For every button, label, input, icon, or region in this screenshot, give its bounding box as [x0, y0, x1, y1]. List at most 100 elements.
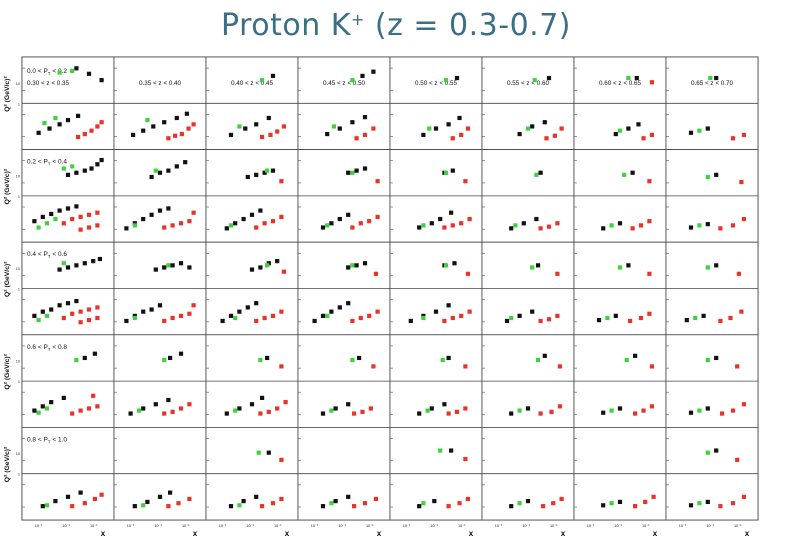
point-black [613, 131, 618, 137]
point-red [95, 305, 100, 310]
point-red [741, 494, 747, 499]
point-red [70, 311, 75, 316]
point-red [275, 406, 280, 411]
panel-r1-c7 [665, 149, 759, 243]
point-red [78, 309, 83, 314]
point-red [375, 214, 380, 220]
point-black [53, 498, 58, 504]
point-red [544, 136, 549, 141]
point-black [141, 309, 146, 314]
x-tick-label: 10⁻¹ [219, 524, 227, 528]
point-black [438, 216, 443, 222]
point-black [312, 318, 317, 324]
point-black [617, 499, 623, 505]
point-black [504, 318, 510, 324]
x-tick-label: 10⁻¹ [246, 524, 254, 528]
point-green [256, 450, 261, 455]
point-red [275, 129, 280, 134]
point-red [459, 313, 464, 318]
panel-r1-c5 [481, 149, 575, 243]
point-black [417, 504, 422, 509]
point-black [254, 301, 259, 306]
point-red [358, 221, 363, 226]
point-red [442, 225, 447, 230]
point-red [719, 411, 725, 416]
point-red [358, 315, 363, 321]
point-green [325, 223, 330, 228]
x-tick-label: 10⁻¹ [366, 524, 374, 528]
point-red [730, 501, 736, 506]
point-black [92, 351, 97, 356]
point-red [270, 313, 276, 318]
point-black [82, 355, 87, 361]
point-black [40, 404, 45, 409]
y-axis-title: Q² (GeV/c)² [4, 76, 11, 112]
point-red [178, 313, 184, 318]
point-red [254, 318, 259, 324]
point-green [350, 78, 355, 83]
point-red [649, 80, 655, 85]
point-red [641, 136, 646, 141]
point-red [99, 120, 104, 125]
pt-bin-label: 0.4 < PT < 0.6 [27, 251, 67, 259]
point-black [74, 66, 79, 71]
point-green [162, 357, 167, 363]
point-black [262, 170, 267, 175]
point-black [452, 261, 457, 266]
point-black [174, 115, 179, 121]
point-black [157, 303, 163, 308]
point-green [233, 408, 238, 413]
point-black [259, 395, 265, 401]
point-green [535, 357, 541, 363]
z-bin-label: 0.50 < z < 0.55 [415, 80, 458, 87]
x-tick-label: 10⁻¹ [679, 524, 687, 528]
point-black [141, 216, 146, 222]
panel-r4-c6 [573, 426, 667, 521]
point-black [183, 160, 188, 165]
point-red [454, 409, 460, 414]
panel-r4-c1 [113, 426, 207, 521]
point-red [463, 364, 468, 369]
panel-r1-c2 [205, 149, 299, 243]
point-red [651, 494, 656, 499]
panel-r1-c0: 0.2 < PT < 0.4 [21, 149, 115, 243]
point-black [320, 411, 326, 416]
x-tick-label: 10⁻¹ [430, 524, 438, 528]
point-green [265, 168, 270, 173]
point-black [49, 400, 54, 405]
point-green [53, 216, 58, 222]
point-black [228, 504, 234, 509]
point-green [697, 223, 702, 228]
point-red [373, 496, 379, 502]
y-tick-label: 10 [16, 174, 20, 178]
point-red [99, 492, 104, 497]
point-green [443, 263, 449, 268]
point-black [705, 499, 710, 505]
point-red [279, 364, 284, 369]
point-red [730, 223, 736, 228]
point-red [638, 223, 644, 228]
point-black [270, 73, 276, 79]
point-red [78, 408, 83, 413]
point-red [95, 404, 100, 409]
point-black [705, 126, 710, 131]
point-black [141, 406, 146, 411]
point-red [162, 318, 167, 324]
point-black [509, 504, 514, 509]
point-green [693, 315, 698, 321]
point-black [32, 408, 37, 413]
point-black [684, 318, 689, 323]
point-black [525, 498, 531, 504]
point-red [173, 133, 178, 138]
point-black [634, 75, 639, 81]
point-green [705, 357, 710, 363]
point-red [92, 496, 97, 502]
point-red [463, 179, 468, 184]
point-black [429, 406, 434, 411]
point-black [714, 448, 719, 453]
point-black [151, 124, 156, 129]
point-red [457, 501, 462, 506]
point-black [357, 355, 362, 361]
point-red [538, 411, 543, 416]
